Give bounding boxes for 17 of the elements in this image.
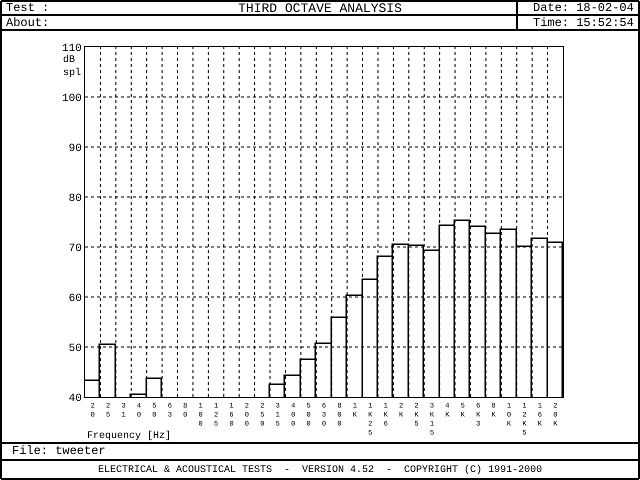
y-tick-label: 90 (68, 142, 82, 155)
y-axis-title: dB spl (63, 54, 82, 79)
y-tick-label: 50 (68, 342, 82, 355)
text: File: tweeter (12, 444, 106, 458)
chart-title: THIRD OCTAVE ANALYSIS (238, 1, 402, 16)
y-tick-label: 100 (62, 92, 82, 105)
y-tick-label: 70 (68, 242, 82, 255)
y-tick-label: 40 (68, 392, 82, 405)
text: About: (6, 16, 50, 30)
y-tick-label: 110 (62, 42, 82, 55)
text: Test : (6, 1, 50, 15)
text: Date: 18-02-04 (533, 1, 634, 15)
y-tick-label: 80 (68, 192, 82, 205)
text: Time: 15:52:54 (533, 16, 634, 30)
text: ELECTRICAL & ACOUSTICAL TESTS - VERSION 4.52 - COPYRIGHT (C) 1991-2000 (98, 464, 542, 476)
x-axis-title: Frequency [Hz] (87, 430, 172, 442)
y-tick-label: 60 (68, 292, 82, 305)
